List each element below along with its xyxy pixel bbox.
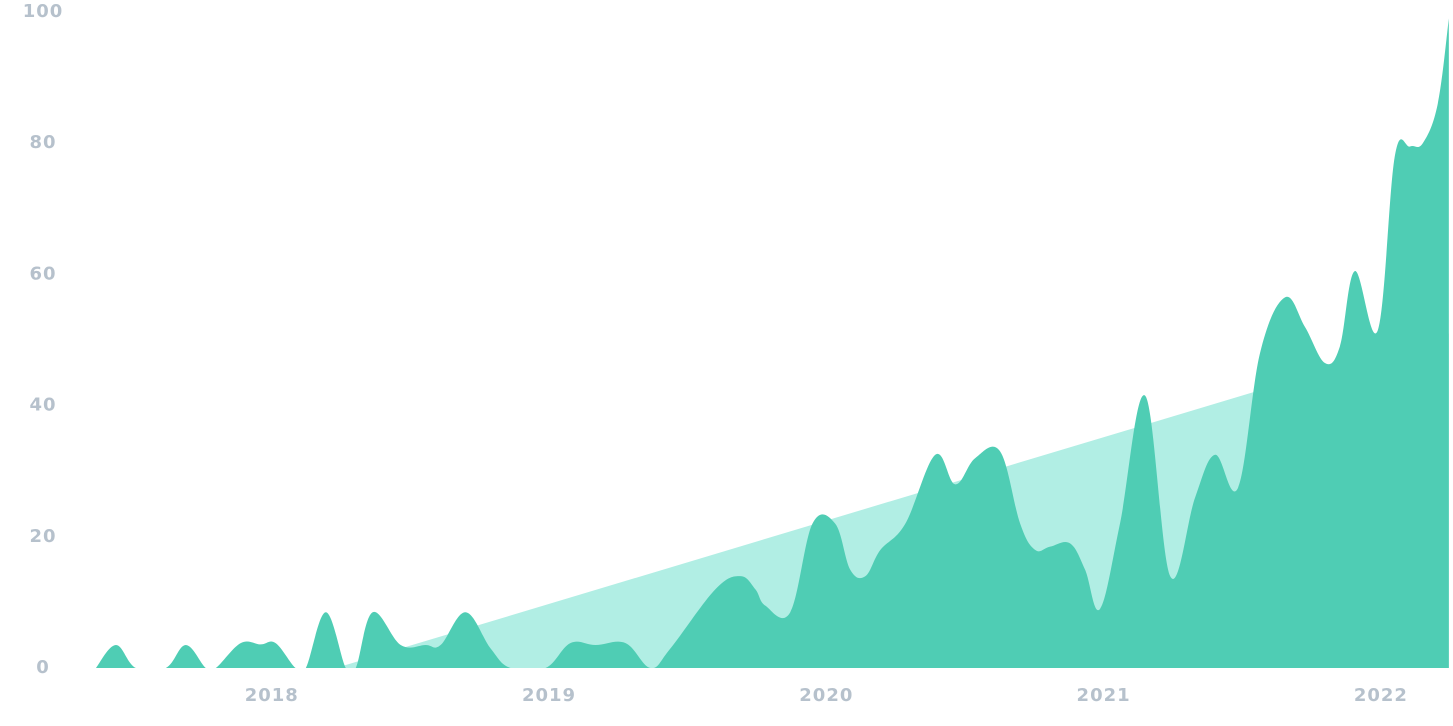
x-tick-label: 2020: [799, 685, 853, 706]
plot-area: [95, 18, 1449, 668]
x-tick-label: 2021: [1077, 685, 1131, 706]
x-tick-label: 2022: [1354, 685, 1408, 706]
y-tick-label: 100: [23, 1, 64, 22]
y-tick-label: 20: [29, 526, 56, 547]
x-tick-label: 2019: [522, 685, 576, 706]
x-tick-label: 2018: [245, 685, 299, 706]
y-tick-label: 0: [36, 657, 50, 678]
area: [95, 18, 1449, 668]
y-tick-label: 40: [29, 395, 56, 416]
y-tick-label: 60: [29, 263, 56, 284]
y-tick-label: 80: [29, 132, 56, 153]
